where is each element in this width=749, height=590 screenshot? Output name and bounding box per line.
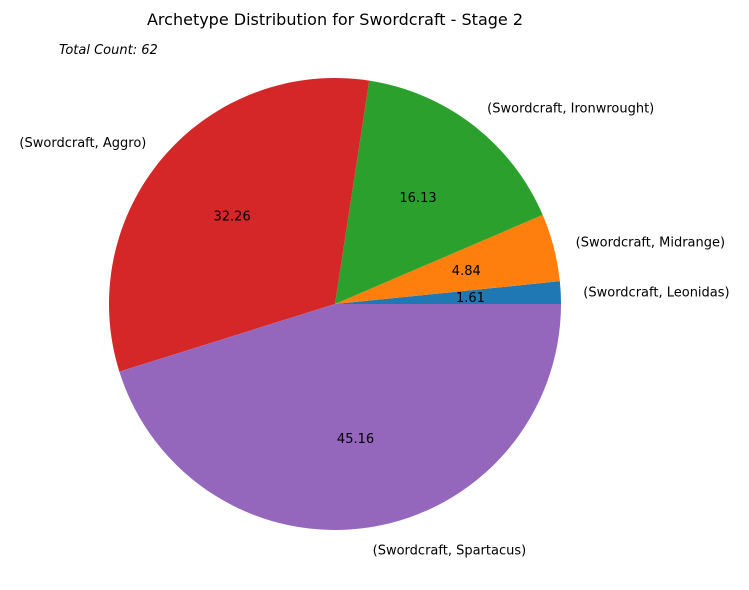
pie-labels: (Swordcraft, Leonidas) 1.61 (Swordcraft, M… [19,101,729,558]
slice-label-swordcraft-spartacus: (Swordcraft, Spartacus) [373,544,527,559]
slice-value-swordcraft-spartacus: 45.16 [337,432,374,447]
total-count-annotation: Total Count: 62 [59,43,158,58]
pie-slice-swordcraft-midrange [335,214,560,304]
pie-slice-swordcraft-spartacus [119,304,562,530]
slice-value-swordcraft-leonidas: 1.61 [456,291,485,306]
slice-label-swordcraft-leonidas: (Swordcraft, Leonidas) [583,285,729,300]
chart-title: Archetype Distribution for Swordcraft - … [147,10,523,29]
pie-slice-swordcraft-leonidas [335,281,561,304]
slice-value-swordcraft-ironwrought: 16.13 [399,191,436,206]
slice-value-swordcraft-aggro: 32.26 [214,210,251,225]
slice-label-swordcraft-ironwrought: (Swordcraft, Ironwrought) [487,101,654,116]
slice-label-swordcraft-midrange: (Swordcraft, Midrange) [576,236,725,251]
pie-slice-swordcraft-aggro [109,78,370,372]
pie-slice-swordcraft-ironwrought [335,80,543,304]
slice-value-swordcraft-midrange: 4.84 [452,264,481,279]
pie-slices [109,78,562,530]
slice-label-swordcraft-aggro: (Swordcraft, Aggro) [19,136,146,151]
